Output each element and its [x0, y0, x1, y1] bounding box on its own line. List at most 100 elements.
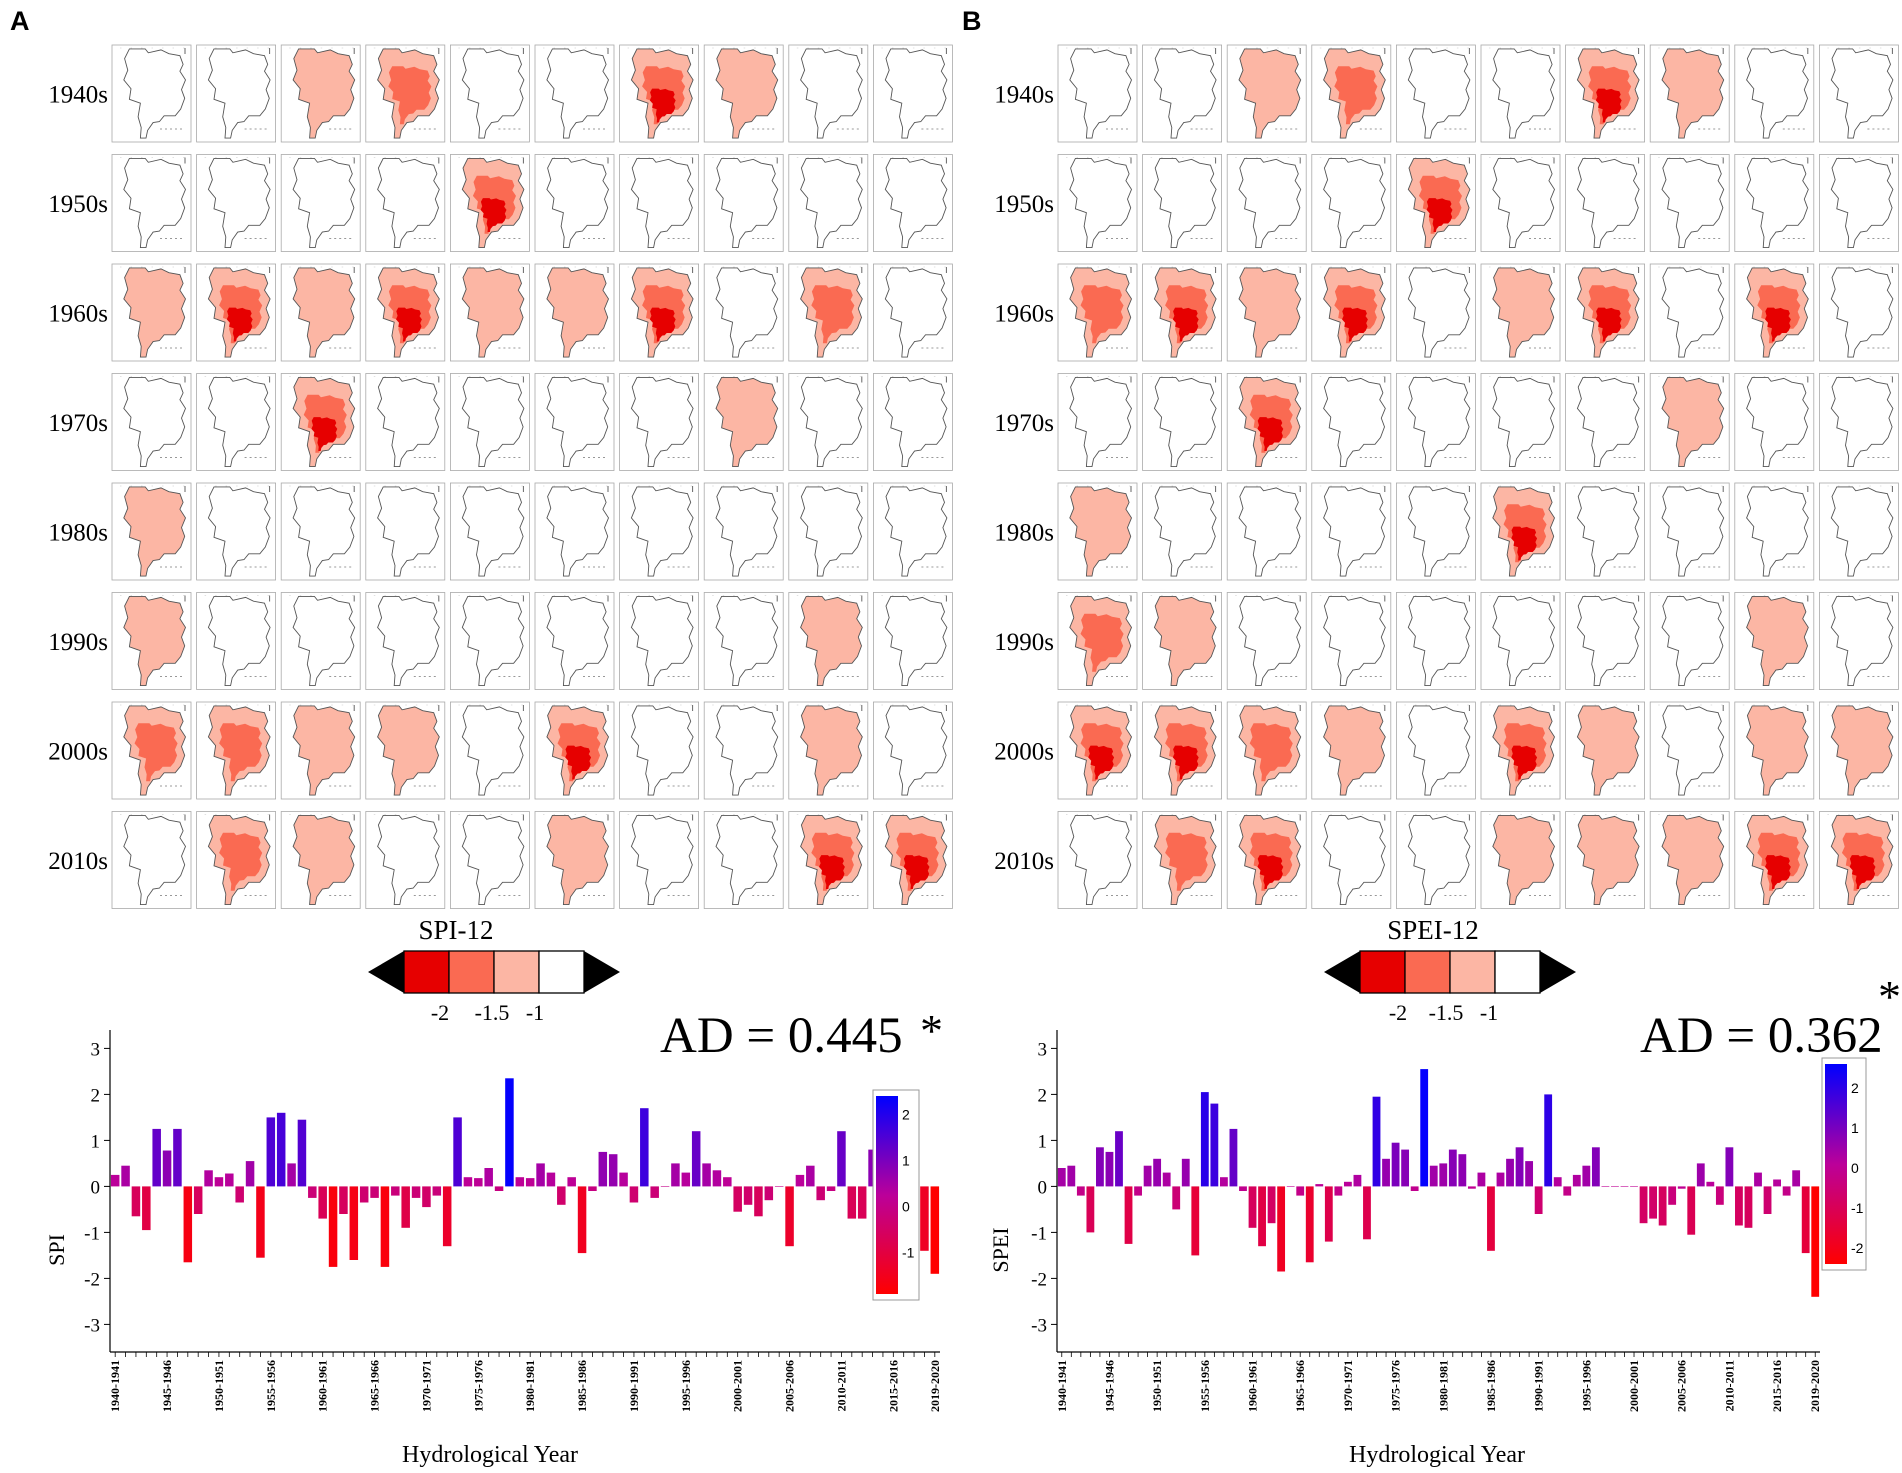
basin-outline [1661, 486, 1725, 577]
map-cell [788, 592, 869, 690]
basin-outline [1661, 595, 1725, 687]
basin-outline [630, 486, 694, 577]
map-frame [280, 592, 361, 690]
basin-outline [1576, 157, 1640, 249]
decade-label: 1990s [994, 629, 1054, 656]
drought-area [1849, 855, 1876, 889]
map-cell [619, 592, 699, 690]
drought-area [1426, 198, 1453, 232]
map-cell [1480, 263, 1561, 362]
map-frame [619, 373, 699, 471]
basin-outline [630, 814, 694, 906]
basin-outline [1576, 267, 1640, 358]
map-frame [788, 373, 869, 471]
map-cell [1734, 811, 1815, 909]
map-frame [873, 482, 953, 581]
drought-area [1172, 745, 1199, 780]
colorbar-bin [448, 950, 495, 994]
basin-outline [1238, 814, 1302, 906]
map-cell [365, 592, 446, 690]
map-cell [703, 592, 784, 690]
bar [173, 1128, 182, 1187]
colorbar-max-arrow [584, 951, 620, 993]
basin-outline [1323, 595, 1386, 687]
map-frame [1819, 154, 1899, 252]
map-cell [1734, 373, 1815, 471]
map-frame [1226, 592, 1307, 690]
bar [1448, 1149, 1457, 1187]
decade-label: 2000s [994, 739, 1054, 766]
map-frame [1057, 811, 1138, 909]
map-cell [1734, 263, 1815, 362]
basin-outline [1069, 486, 1133, 577]
basin-outline [207, 376, 271, 468]
drought-map-grid: 1940s 1950s 1960s 1970s 1980s 1990s 2000s 2010s [994, 44, 1899, 909]
map-cell [788, 373, 869, 471]
bar [515, 1177, 525, 1187]
basin-outline [123, 486, 187, 577]
bar [681, 1172, 691, 1187]
map-frame [1480, 592, 1561, 690]
map-cell [534, 44, 615, 143]
map-cell [534, 701, 615, 800]
map-cell [449, 373, 530, 471]
map-frame [619, 701, 699, 800]
map-cell [873, 373, 953, 471]
bar [567, 1177, 576, 1187]
map-frame [1142, 482, 1222, 581]
colorbar: SPEI-12 -2 -1.5 -1 [1324, 915, 1576, 1025]
bar [1801, 1186, 1810, 1254]
map-frame [449, 592, 530, 690]
bar [287, 1163, 296, 1187]
map-cell [534, 482, 615, 581]
drought-area [311, 417, 338, 451]
map-cell [1057, 592, 1138, 690]
x-tick-label: 2019-2020 [1808, 1360, 1822, 1412]
basin-outline [1323, 157, 1386, 249]
x-tick-label: 1940-1941 [1055, 1360, 1069, 1412]
bar [1343, 1181, 1352, 1187]
map-cell [1480, 701, 1561, 800]
map-cell [1226, 811, 1307, 909]
bar [1277, 1186, 1286, 1272]
basin-outline [123, 595, 187, 687]
map-cell [280, 373, 361, 471]
basin-outline [800, 267, 863, 358]
y-tick-label: 1 [1038, 1131, 1048, 1152]
x-tick-label: 2000-2001 [731, 1360, 745, 1412]
bar [619, 1172, 628, 1187]
map-cell [1649, 44, 1730, 143]
map-frame [1480, 154, 1561, 252]
bar [1696, 1163, 1705, 1187]
map-cell [1142, 263, 1222, 362]
bar [1363, 1186, 1371, 1240]
bar [1658, 1186, 1667, 1226]
basin-outline [1576, 814, 1640, 906]
map-cell [1311, 592, 1392, 690]
bar [1153, 1158, 1162, 1187]
basin-outline [1069, 376, 1133, 468]
map-frame [365, 373, 446, 471]
map-frame [449, 44, 530, 143]
x-tick-label: 1950-1951 [1150, 1360, 1164, 1412]
map-frame [1142, 154, 1222, 252]
map-cell [449, 592, 530, 690]
map-frame [873, 701, 953, 800]
map-frame [619, 592, 699, 690]
map-frame [1396, 811, 1476, 909]
bar [1487, 1186, 1495, 1251]
bar [1591, 1147, 1600, 1187]
map-frame [1057, 373, 1138, 471]
map-frame [1480, 44, 1561, 143]
map-frame [1819, 44, 1899, 143]
x-tick-label: 2015-2016 [1770, 1360, 1784, 1412]
map-frame [1057, 44, 1138, 143]
basin-outline [1576, 595, 1640, 687]
map-cell [1057, 44, 1138, 143]
colorbar-max-arrow [1540, 951, 1576, 993]
x-tick-label: 1995-1996 [1579, 1360, 1593, 1412]
map-frame [534, 482, 615, 581]
basin-outline [546, 157, 610, 249]
map-cell [1819, 482, 1899, 581]
